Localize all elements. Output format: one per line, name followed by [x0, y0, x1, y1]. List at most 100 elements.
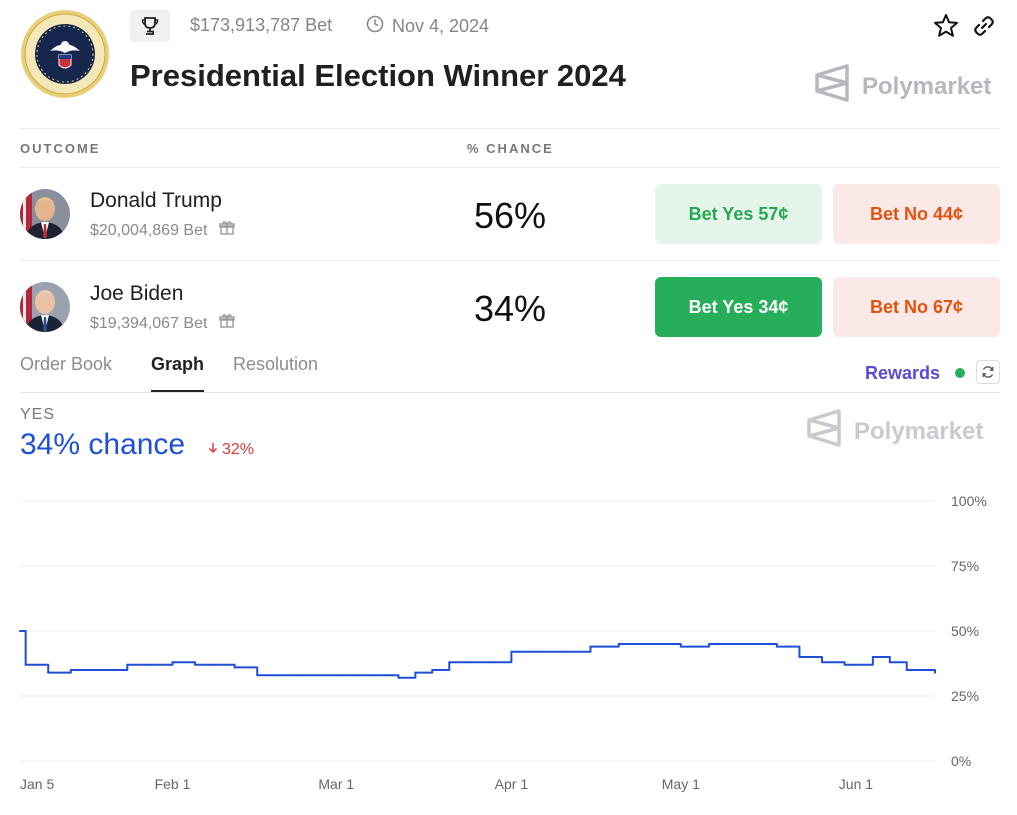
data-point: [414, 671, 417, 674]
data-point: [775, 645, 778, 648]
end-date: Nov 4, 2024: [366, 15, 489, 38]
x-tick-label: Mar 1: [318, 776, 354, 792]
gift-icon[interactable]: [219, 220, 236, 241]
x-tick-label: Feb 1: [155, 776, 191, 792]
rewards-status-dot: [955, 368, 965, 378]
column-header-outcome: OUTCOME: [20, 141, 101, 156]
data-point: [730, 643, 733, 645]
outcome-volume: $19,394,067 Bet: [90, 313, 236, 334]
data-point: [589, 645, 592, 648]
star-icon[interactable]: [933, 13, 959, 39]
x-tick-label: Apr 1: [495, 776, 529, 792]
data-point: [448, 661, 451, 664]
data-point: [194, 663, 197, 666]
outcome-label: YES: [20, 406, 56, 423]
gift-icon[interactable]: [219, 313, 236, 334]
trophy-icon: [130, 10, 170, 42]
outcome-volume: $20,004,869 Bet: [90, 220, 236, 241]
data-point: [821, 661, 824, 664]
bet-yes-button[interactable]: Bet Yes 34¢: [655, 277, 822, 337]
series-line: [20, 630, 936, 679]
page-title: Presidential Election Winner 2024: [130, 58, 626, 93]
tab-graph[interactable]: Graph: [151, 354, 205, 374]
data-point: [798, 656, 801, 658]
arrow-down-icon: [208, 441, 218, 459]
bet-no-button[interactable]: Bet No 44¢: [833, 184, 1000, 244]
outcome-volume-text: $20,004,869 Bet: [90, 221, 208, 239]
polymarket-brand-text: Polymarket: [854, 417, 984, 445]
polymarket-brand-watermark: Polymarket: [806, 408, 983, 455]
bet-no-button[interactable]: Bet No 67¢: [833, 277, 1000, 337]
end-date-text: Nov 4, 2024: [392, 16, 490, 36]
rewards-link[interactable]: Rewards: [865, 363, 941, 383]
outcome-name[interactable]: Joe Biden: [90, 282, 184, 305]
data-point: [843, 663, 846, 666]
data-point: [645, 643, 648, 645]
chance-change: 32%: [208, 441, 254, 459]
tab-order-book[interactable]: Order Book: [20, 354, 113, 374]
tab-resolution[interactable]: Resolution: [233, 354, 319, 374]
chance-change-value: 32%: [222, 441, 255, 458]
data-point: [397, 676, 400, 679]
bet-yes-button[interactable]: Bet Yes 57¢: [655, 184, 822, 244]
data-point: [905, 669, 908, 671]
divider: [20, 392, 1000, 393]
y-tick-label: 75%: [951, 558, 979, 574]
x-tick-label: Jun 1: [839, 776, 873, 792]
data-point: [934, 671, 936, 674]
data-point: [510, 650, 513, 653]
price-history-chart[interactable]: 100% 75% 50% 25% 0% Jan 5 Feb 1 Mar 1 Apr 1 May 1…: [0, 480, 1017, 810]
polymarket-brand: Polymarket: [814, 63, 991, 110]
data-point: [103, 669, 106, 671]
polymarket-logo-icon: [814, 63, 850, 110]
data-point: [493, 661, 496, 664]
data-point: [922, 669, 925, 671]
avatar-trump: [20, 189, 70, 239]
data-point: [19, 630, 21, 632]
data-point: [35, 663, 38, 666]
presidential-seal-icon: [20, 9, 110, 99]
data-point: [352, 674, 355, 677]
data-point: [278, 674, 281, 677]
data-point: [233, 666, 236, 669]
data-point: [431, 669, 434, 671]
data-point: [335, 674, 338, 677]
outcome-chance: 56%: [474, 195, 547, 236]
data-point: [47, 671, 50, 674]
data-point: [708, 643, 711, 645]
data-point: [301, 674, 304, 677]
data-point: [679, 645, 682, 648]
refresh-icon[interactable]: [976, 360, 1000, 384]
data-point: [561, 650, 564, 653]
outcome-chance: 34%: [474, 288, 547, 329]
divider: [20, 260, 1000, 261]
data-point: [617, 643, 620, 645]
data-point: [256, 674, 259, 677]
clock-icon: [366, 15, 384, 38]
data-point: [211, 663, 214, 666]
data-point: [888, 661, 891, 664]
active-tab-indicator: [151, 390, 204, 392]
x-tick-label: May 1: [662, 776, 700, 792]
y-tick-label: 100%: [951, 493, 987, 509]
data-point: [69, 669, 72, 671]
y-tick-label: 0%: [951, 753, 971, 769]
y-tick-label: 50%: [951, 623, 979, 639]
market-volume: $173,913,787 Bet: [190, 15, 333, 35]
avatar-biden: [20, 282, 70, 332]
outcome-volume-text: $19,394,067 Bet: [90, 314, 208, 332]
data-point: [24, 663, 27, 666]
data-point: [532, 650, 535, 653]
link-icon[interactable]: [972, 14, 996, 38]
divider: [20, 167, 1000, 168]
y-tick-label: 25%: [951, 688, 979, 704]
current-chance: 34% chance: [20, 428, 186, 461]
column-header-chance: % CHANCE: [467, 141, 554, 156]
data-point: [470, 661, 473, 664]
polymarket-logo-icon: [806, 408, 842, 455]
data-point: [126, 663, 129, 666]
data-point: [871, 656, 874, 658]
data-point: [753, 643, 756, 645]
outcome-name[interactable]: Donald Trump: [90, 189, 222, 212]
data-point: [854, 663, 857, 666]
